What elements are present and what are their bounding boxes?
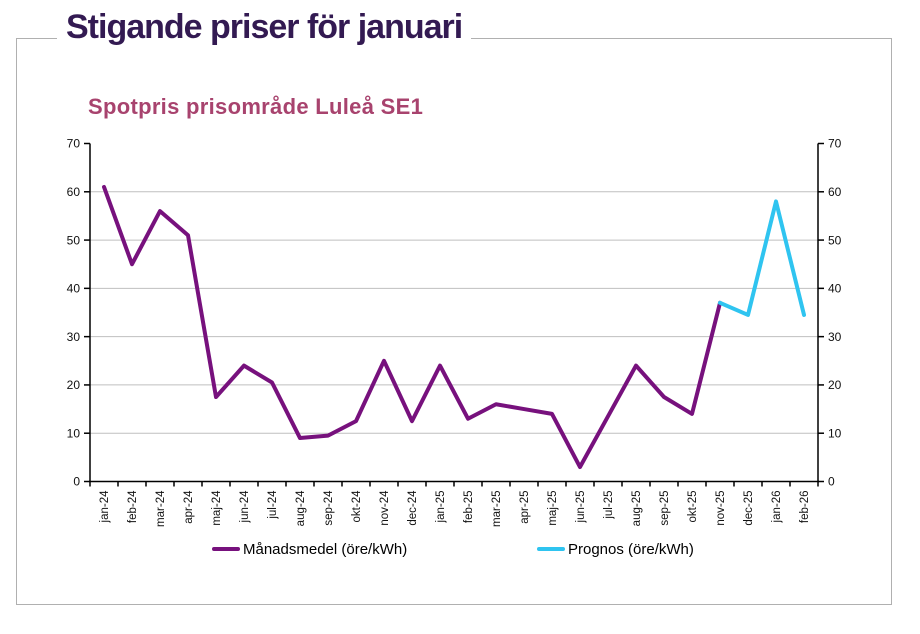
y-tick-label-right: 30 — [828, 330, 842, 344]
x-tick-label: feb-24 — [127, 490, 139, 523]
y-tick-label-right: 0 — [828, 475, 835, 489]
x-tick-label: jan-24 — [99, 490, 111, 524]
y-tick-label-left: 30 — [67, 330, 81, 344]
x-tick-label: mar-25 — [491, 491, 503, 527]
y-tick-label-right: 70 — [828, 137, 842, 151]
legend-item-manadsmedel: Månadsmedel (öre/kWh) — [212, 540, 407, 558]
x-tick-label: feb-25 — [463, 491, 475, 524]
x-tick-label: apr-24 — [183, 490, 195, 524]
content-panel — [16, 38, 892, 605]
x-tick-label: jun-24 — [239, 490, 251, 524]
x-tick-label: okt-24 — [351, 490, 363, 523]
x-tick-label: jun-25 — [575, 491, 587, 524]
prognos-legend-label: Prognos (öre/kWh) — [568, 540, 694, 558]
y-tick-label-right: 60 — [828, 185, 842, 199]
y-tick-label-left: 60 — [67, 185, 81, 199]
x-tick-label: mar-24 — [155, 490, 167, 527]
x-tick-label: dec-24 — [407, 490, 419, 526]
series-line-prognos — [718, 199, 806, 317]
manadsmedel-legend-swatch — [212, 546, 240, 552]
series-line-manadsmedel — [102, 184, 722, 470]
x-tick-label: feb-26 — [799, 491, 811, 524]
x-tick-label: aug-24 — [295, 490, 307, 526]
manadsmedel-legend-label: Månadsmedel (öre/kWh) — [243, 540, 408, 558]
x-tick-label: maj-24 — [211, 490, 223, 526]
y-tick-label-left: 0 — [73, 475, 80, 489]
y-tick-label-left: 20 — [67, 378, 81, 392]
x-tick-label: maj-25 — [547, 491, 559, 526]
prognos-legend-swatch — [537, 546, 565, 552]
x-tick-label: apr-25 — [519, 491, 531, 524]
x-tick-label: okt-25 — [687, 491, 699, 523]
x-tick-label: aug-25 — [631, 491, 643, 527]
y-tick-label-right: 20 — [828, 378, 842, 392]
x-tick-label: nov-25 — [715, 491, 727, 526]
y-tick-label-left: 50 — [67, 233, 81, 247]
y-tick-label-right: 40 — [828, 282, 842, 296]
x-tick-label: jul-24 — [267, 490, 279, 520]
x-tick-label: jan-26 — [771, 491, 783, 524]
y-tick-label-left: 10 — [67, 426, 81, 440]
x-tick-label: sep-25 — [659, 491, 671, 526]
chart-title: Spotpris prisområde Luleå SE1 — [88, 94, 424, 119]
x-tick-label: sep-24 — [323, 490, 335, 526]
y-tick-label-right: 50 — [828, 233, 842, 247]
x-tick-label: jan-25 — [435, 491, 447, 524]
page-title: Stigande priser för januari — [57, 6, 472, 51]
x-tick-label: nov-24 — [379, 490, 391, 526]
y-tick-label-left: 70 — [67, 137, 81, 151]
x-tick-label: dec-25 — [743, 491, 755, 526]
y-tick-label-left: 40 — [67, 282, 81, 296]
y-tick-label-right: 10 — [828, 426, 842, 440]
legend-item-prognos: Prognos (öre/kWh) — [537, 540, 694, 558]
x-tick-label: jul-25 — [603, 491, 615, 520]
